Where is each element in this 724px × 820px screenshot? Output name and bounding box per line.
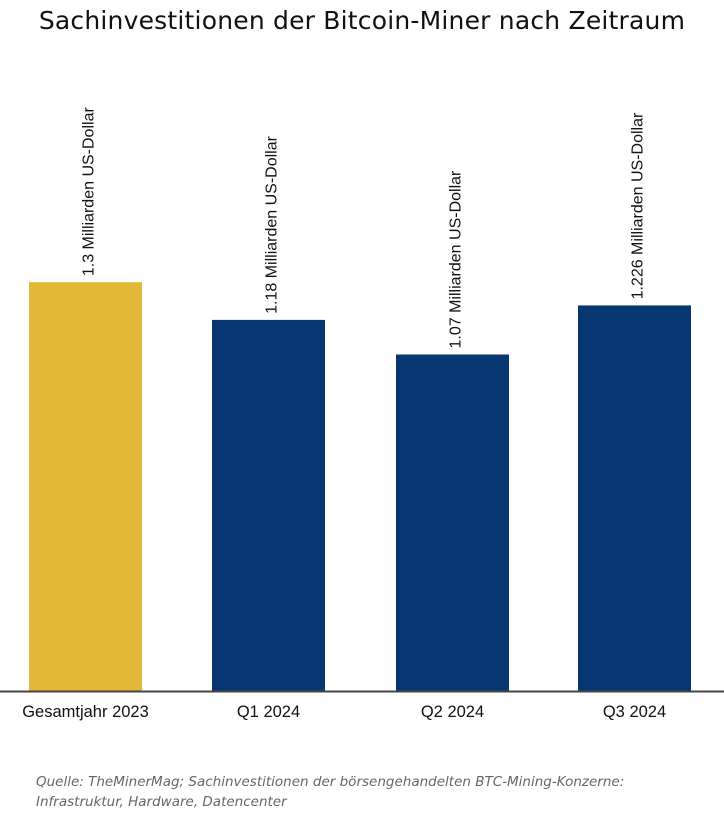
x-tick-label-4: Q3 2024 xyxy=(603,703,666,721)
x-tick-label-2: Q1 2024 xyxy=(237,703,300,721)
x-tick-label-3: Q2 2024 xyxy=(421,703,484,721)
data-label-4: 1.226 Milliarden US-Dollar xyxy=(630,112,647,299)
bar-2 xyxy=(212,319,325,691)
bar-1 xyxy=(29,282,142,691)
data-label-1: 1.3 Milliarden US-Dollar xyxy=(81,107,98,277)
source-note: Quelle: TheMinerMag; Sachinvestitionen d… xyxy=(36,772,624,812)
bar-3 xyxy=(396,354,509,691)
source-line-2: Infrastruktur, Hardware, Datencenter xyxy=(36,794,287,810)
source-line-1: Quelle: TheMinerMag; Sachinvestitionen d… xyxy=(36,774,625,790)
data-label-3: 1.07 Milliarden US-Dollar xyxy=(448,170,465,349)
data-label-2: 1.18 Milliarden US-Dollar xyxy=(264,135,281,314)
chart-title: Sachinvestitionen der Bitcoin-Miner nach… xyxy=(38,6,686,35)
bar-4 xyxy=(578,305,691,691)
x-tick-label-1: Gesamtjahr 2023 xyxy=(22,703,149,721)
bar-chart: 1.3 Milliarden US-Dollar Gesamtjahr 2023 1… xyxy=(0,107,724,721)
